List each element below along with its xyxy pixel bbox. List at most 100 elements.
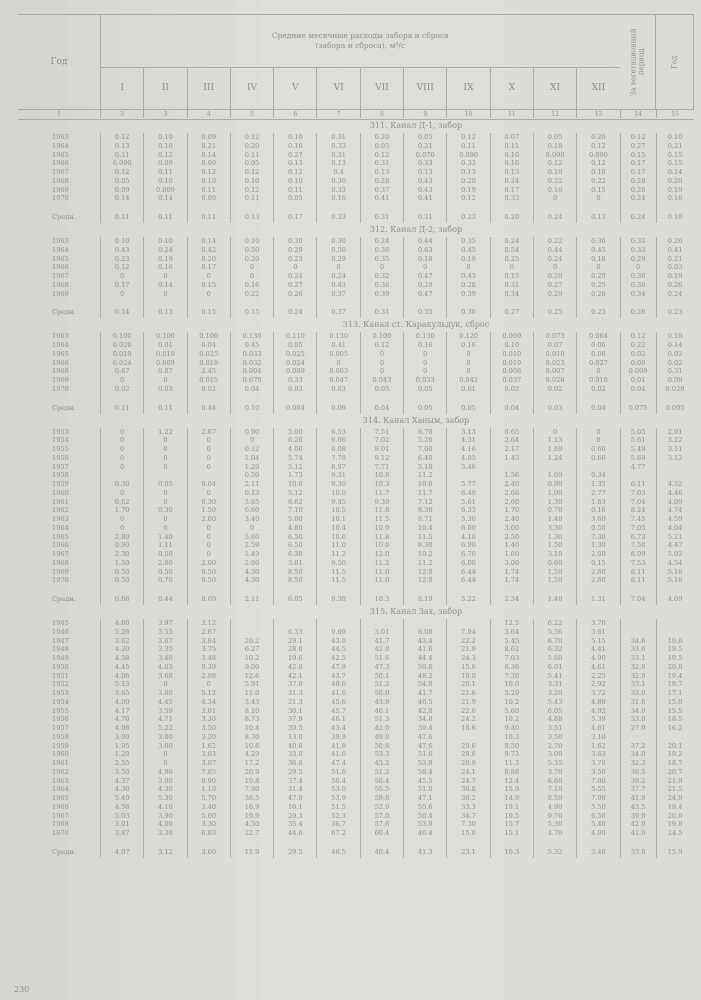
value-cell: 4.04 — [655, 523, 694, 533]
value-cell: 0.66 — [576, 453, 619, 463]
month-header-7: VII — [359, 67, 403, 109]
average-value: 10.3 — [489, 845, 533, 858]
average-value: 0.44 — [186, 401, 230, 414]
table-row: 1949 4.58 3.46 3.48 10.2 19.6 42.5 51.6 44.4 24.3… — [18, 654, 694, 663]
spacer-cell — [619, 585, 656, 593]
spacer-cell — [18, 394, 100, 402]
section-title: 312. Канал Д-2, забор — [369, 225, 463, 234]
value-cell: 21.5 — [655, 785, 694, 794]
year-cell: 1970 — [52, 576, 69, 585]
value-cell: 53.3 — [359, 750, 403, 759]
year-cell: 1955 — [52, 706, 69, 715]
value-cell: 0 — [100, 453, 143, 463]
value-cell: 0.04 — [186, 341, 230, 350]
value-cell: 4.88 — [576, 697, 619, 707]
value-cell: 7.04 — [619, 497, 656, 507]
value-cell: 0 — [143, 436, 186, 445]
value-cell: 6.32 — [532, 645, 576, 654]
value-cell: 45.5 — [403, 776, 446, 786]
spacer-cell — [619, 203, 656, 211]
spacer-cell — [229, 837, 273, 846]
value-cell: 0.009 — [143, 185, 186, 195]
value-cell: 0.12 — [100, 168, 143, 177]
spacer-cell — [186, 298, 230, 307]
value-cell: 10.9 — [359, 471, 403, 480]
value-cell: 0.34 — [576, 471, 619, 480]
value-cell: 8.50 — [273, 567, 316, 577]
value-cell: 0.015 — [186, 376, 230, 385]
value-cell: 6.33 — [446, 506, 489, 515]
value-cell: 7.05 — [619, 523, 656, 533]
value-cell: 3.65 — [100, 689, 143, 698]
value-cell: 41.7 — [403, 689, 446, 698]
value-cell: 50.1 — [359, 671, 403, 681]
average-value: 23.1 — [446, 845, 489, 858]
value-cell: 8.10 — [229, 706, 273, 716]
value-cell: 41.7 — [359, 636, 403, 646]
value-cell: 8.09 — [619, 550, 656, 559]
value-cell: 10.2 — [489, 697, 533, 707]
average-label: Средн. — [52, 847, 76, 856]
value-cell: 0.33 — [403, 159, 446, 168]
value-cell: 1.04 — [229, 453, 273, 463]
value-cell: 0.16 — [489, 159, 533, 168]
value-cell: 50.0 — [359, 689, 403, 698]
value-cell: 4.74 — [655, 506, 694, 515]
value-cell: 2.17 — [489, 445, 533, 454]
column-number: 13 — [576, 109, 620, 118]
value-cell: 11.7 — [403, 488, 446, 498]
value-cell: 0.12 — [186, 168, 230, 177]
value-cell: 5.36 — [532, 627, 576, 637]
value-cell: 6.11 — [619, 480, 656, 489]
value-cell: 0.63 — [403, 245, 446, 255]
year-cell: 1963 — [52, 237, 69, 245]
value-cell: 49.0 — [359, 732, 403, 742]
table-row: 1961 0.62 0 0.30 3.65 8.62 9.45 9.30 7.12 5.61 2.6… — [18, 497, 694, 507]
value-cell: 2.67 — [186, 627, 230, 637]
column-number: 10 — [446, 109, 490, 118]
spacer-cell — [446, 585, 489, 593]
value-cell: 39.9 — [316, 732, 359, 742]
value-cell: 0.31 — [316, 133, 359, 142]
year-cell: 1966 — [52, 802, 69, 811]
year-cell: 1969 — [52, 376, 69, 384]
value-cell: 0.17 — [186, 263, 230, 272]
value-cell: 30.2 — [446, 794, 489, 803]
spacer-cell — [143, 837, 186, 846]
value-cell: 7.58 — [619, 541, 656, 550]
value-cell: 46.1 — [316, 715, 359, 724]
table-row: 1957 0 0 0 1.29 5.12 8.97 7.71 5.10 3.46 4.77 — [18, 462, 694, 472]
value-cell: 5.16 — [655, 567, 694, 577]
value-cell: 0 — [143, 488, 186, 498]
spacer-cell — [359, 203, 403, 211]
average-value: 0.11 — [100, 211, 143, 223]
spacer-cell — [489, 393, 533, 402]
spacer-cell — [316, 837, 359, 846]
average-value: 0.31 — [359, 306, 403, 319]
value-cell: 0.26 — [576, 289, 619, 299]
value-cell: 0.87 — [143, 367, 186, 376]
value-cell: 5.30 — [143, 794, 186, 803]
average-value: 0.30 — [446, 306, 489, 319]
average-value: 3.12 — [143, 845, 186, 858]
value-cell: 0.27 — [273, 150, 316, 160]
value-cell: 12.5 — [489, 619, 533, 628]
value-cell: 39.0 — [619, 811, 656, 821]
value-cell: 0.12 — [446, 133, 489, 142]
value-cell: 0.30 — [316, 176, 359, 186]
year-cell: 1958 — [52, 732, 69, 741]
value-cell: 0 — [186, 445, 230, 454]
value-cell: 43.9 — [359, 697, 403, 707]
value-cell: 0.30 — [143, 506, 186, 515]
value-cell: 0.29 — [316, 254, 359, 264]
value-cell: 0.12 — [229, 133, 273, 142]
year-cell: 1964 — [52, 341, 69, 349]
value-cell: 10.0 — [489, 680, 533, 689]
average-row: Средн. 0.68 0.44 0.69 2.11 6.05 9.38 10.3 8.19 5.… — [18, 593, 694, 605]
value-cell: 46.4 — [403, 829, 446, 838]
year-cell: 1967 — [52, 168, 69, 176]
average-value: 1.40 — [532, 593, 576, 605]
value-cell: 42.0 — [359, 724, 403, 733]
value-cell: 0.50 — [143, 567, 186, 577]
value-cell: 5.13 — [100, 680, 143, 689]
